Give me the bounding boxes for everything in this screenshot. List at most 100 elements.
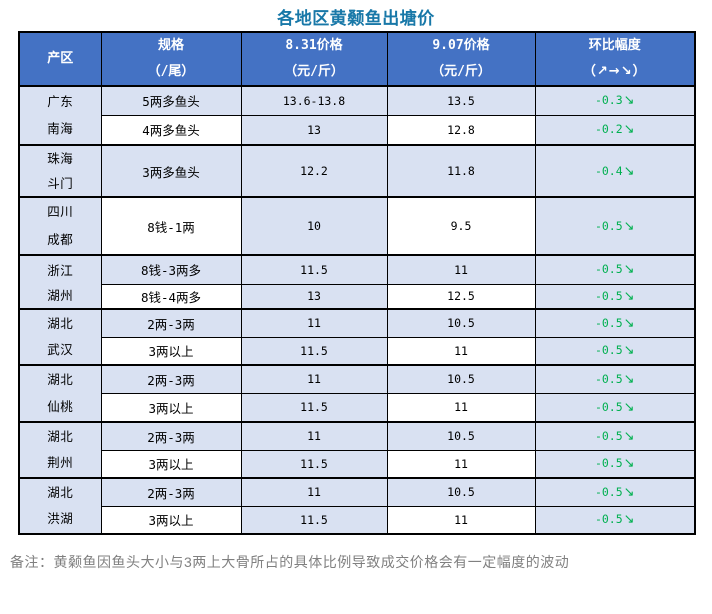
header-price-831-line1: 8.31价格 bbox=[285, 38, 343, 53]
change-value: -0.5 bbox=[594, 343, 623, 358]
change-cell: -0.5↘ bbox=[534, 283, 696, 310]
spec-cell: 2两-3两 bbox=[100, 364, 242, 394]
change-cell: -0.5↘ bbox=[534, 477, 696, 507]
spec-cell: 8钱-1两 bbox=[100, 196, 242, 256]
table-row: 湖北 仙桃 2两-3两 11 10.5 -0.5↘ bbox=[18, 364, 696, 423]
price-831-cell: 11.5 bbox=[240, 392, 388, 423]
change-cell: -0.5↘ bbox=[534, 308, 696, 338]
header-price-831-line2: （元/斤） bbox=[284, 64, 344, 79]
down-right-arrow-icon: ↘ bbox=[623, 484, 635, 500]
price-907-cell: 13.5 bbox=[386, 85, 536, 116]
down-right-arrow-icon: ↘ bbox=[623, 122, 635, 138]
change-cell: -0.2↘ bbox=[534, 114, 696, 146]
header-spec: 规格 （/尾） bbox=[100, 31, 242, 87]
price-907-cell: 10.5 bbox=[386, 477, 536, 507]
change-value: -0.5 bbox=[594, 456, 623, 471]
price-907-cell: 10.5 bbox=[386, 421, 536, 451]
spec-cell: 8钱-4两多 bbox=[100, 283, 242, 310]
header-change: 环比幅度 （↗→↘） bbox=[534, 31, 696, 87]
table-row: 湖北 武汉 2两-3两 11 10.5 -0.5↘ bbox=[18, 308, 696, 366]
price-907-cell: 10.5 bbox=[386, 308, 536, 338]
region-line2: 仙桃 bbox=[47, 399, 74, 414]
change-cell: -0.4↘ bbox=[534, 144, 696, 198]
region-cell: 珠海 斗门 bbox=[18, 144, 102, 198]
region-line1: 湖北 bbox=[47, 372, 74, 387]
region-line2: 荆州 bbox=[47, 455, 74, 470]
region-cell: 湖北 荆州 bbox=[18, 421, 102, 479]
region-line2: 武汉 bbox=[47, 342, 74, 357]
change-value: -0.5 bbox=[594, 315, 623, 330]
region-cell: 四川 成都 bbox=[18, 196, 102, 256]
header-row: 产区 规格 （/尾） 8.31价格 （元/斤） 9.07价格 （元/斤） 环比幅… bbox=[18, 31, 696, 87]
table-row: 3两以上 11.5 11 -0.5↘ bbox=[19, 336, 696, 366]
spec-cell: 4两多鱼头 bbox=[100, 114, 242, 146]
table-row: 3两以上 11.5 11 -0.5↘ bbox=[19, 392, 696, 423]
price-907-cell: 12.5 bbox=[386, 283, 536, 310]
region-line1: 湖北 bbox=[47, 316, 74, 331]
region-line1: 四川 bbox=[47, 204, 74, 219]
header-spec-line1: 规格 bbox=[157, 38, 184, 53]
table-row: 浙江 湖州 8钱-3两多 11.5 11 -0.5↘ bbox=[18, 254, 696, 310]
page-title: 各地区黄颡鱼出塘价 bbox=[277, 9, 435, 28]
region-line2: 成都 bbox=[47, 232, 74, 247]
header-spec-line2: （/尾） bbox=[147, 64, 195, 79]
down-right-arrow-icon: ↘ bbox=[623, 315, 635, 331]
region-cell: 广东 南海 bbox=[18, 85, 102, 146]
spec-cell: 3两以上 bbox=[100, 336, 242, 366]
price-907-cell: 12.8 bbox=[386, 114, 536, 146]
change-value: -0.5 bbox=[594, 399, 623, 414]
change-value: -0.5 bbox=[594, 262, 623, 277]
down-right-arrow-icon: ↘ bbox=[623, 163, 635, 179]
region-line1: 浙江 bbox=[47, 263, 74, 278]
spec-cell: 8钱-3两多 bbox=[100, 254, 242, 285]
region-line2: 洪湖 bbox=[47, 511, 74, 526]
header-region: 产区 bbox=[18, 31, 102, 87]
footnote: 备注：黄颡鱼因鱼头大小与3两上大骨所占的具体比例导致成交价格会有一定幅度的波动 bbox=[10, 554, 570, 570]
spec-cell: 2两-3两 bbox=[100, 421, 242, 451]
change-value: -0.4 bbox=[594, 163, 623, 178]
down-right-arrow-icon: ↘ bbox=[623, 399, 635, 415]
spec-cell: 5两多鱼头 bbox=[100, 85, 242, 116]
table-row: 3两以上 11.5 11 -0.5↘ bbox=[19, 505, 696, 535]
header-price-907-line1: 9.07价格 bbox=[432, 38, 490, 53]
header-change-line1: 环比幅度 bbox=[588, 38, 641, 53]
change-value: -0.5 bbox=[594, 218, 623, 233]
region-cell: 湖北 仙桃 bbox=[18, 364, 102, 423]
spec-cell: 2两-3两 bbox=[100, 308, 242, 338]
change-value: -0.5 bbox=[594, 371, 623, 386]
down-right-arrow-icon: ↘ bbox=[623, 288, 635, 304]
region-cell: 湖北 洪湖 bbox=[18, 477, 102, 535]
spec-cell: 3两以上 bbox=[100, 505, 242, 535]
region-cell: 湖北 武汉 bbox=[18, 308, 102, 366]
table-row: 湖北 荆州 2两-3两 11 10.5 -0.5↘ bbox=[18, 421, 696, 479]
table-row: 8钱-4两多 13 12.5 -0.5↘ bbox=[19, 283, 696, 310]
price-831-cell: 12.2 bbox=[240, 144, 388, 198]
region-cell: 浙江 湖州 bbox=[18, 254, 102, 310]
change-cell: -0.5↘ bbox=[534, 392, 696, 423]
price-907-cell: 11 bbox=[386, 336, 536, 366]
price-907-cell: 11 bbox=[386, 449, 536, 479]
down-right-arrow-icon: ↘ bbox=[623, 428, 635, 444]
price-907-cell: 11.8 bbox=[386, 144, 536, 198]
header-region-label: 产区 bbox=[47, 51, 74, 66]
price-831-cell: 11.5 bbox=[240, 449, 388, 479]
change-value: -0.3 bbox=[594, 93, 623, 108]
table-row: 4两多鱼头 13 12.8 -0.2↘ bbox=[19, 114, 696, 146]
table-row: 广东 南海 5两多鱼头 13.6-13.8 13.5 -0.3↘ bbox=[18, 85, 696, 146]
header-change-line2: （↗→↘） bbox=[582, 64, 647, 79]
down-right-arrow-icon: ↘ bbox=[623, 93, 635, 109]
price-831-cell: 11 bbox=[240, 308, 388, 338]
change-cell: -0.5↘ bbox=[534, 449, 696, 479]
spec-cell: 3两以上 bbox=[100, 392, 242, 423]
change-cell: -0.5↘ bbox=[534, 196, 696, 256]
region-line2: 斗门 bbox=[47, 176, 74, 191]
price-831-cell: 11 bbox=[240, 364, 388, 394]
header-price-907-line2: （元/斤） bbox=[431, 64, 491, 79]
spec-cell: 3两多鱼头 bbox=[100, 144, 242, 198]
header-price-907: 9.07价格 （元/斤） bbox=[386, 31, 536, 87]
change-cell: -0.5↘ bbox=[534, 364, 696, 394]
change-cell: -0.5↘ bbox=[534, 421, 696, 451]
down-right-arrow-icon: ↘ bbox=[623, 512, 635, 528]
down-right-arrow-icon: ↘ bbox=[623, 456, 635, 472]
change-value: -0.5 bbox=[594, 428, 623, 443]
